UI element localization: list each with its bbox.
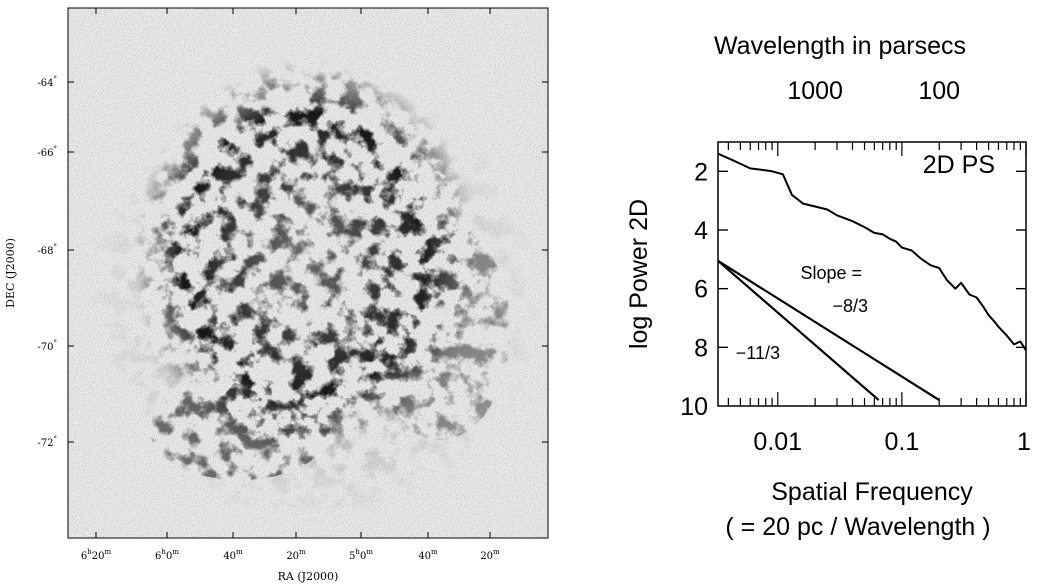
hi-image-panel: -64° -66° -68° -70° -72° 6h20m 6h0m 40m 20m 5h0m… <box>4 7 549 583</box>
ra-tick-label: 40m <box>223 548 243 562</box>
ra-tick-label: 5h0m <box>349 548 373 562</box>
slope-reference-line <box>717 259 880 401</box>
y-tick-label: 4 <box>694 217 708 245</box>
x-axis-label: Spatial Frequency <box>771 478 973 506</box>
ra-axis-label: RA (J2000) <box>278 570 339 583</box>
x-axis-sublabel: ( = 20 pc / Wavelength ) <box>725 513 990 541</box>
ra-tick-label: 6h20m <box>81 548 112 562</box>
dec-tick-label: -68° <box>37 243 57 257</box>
x-tick-label: 0.01 <box>753 428 802 456</box>
dec-tick-label: -72° <box>37 435 57 449</box>
power-spectrum-panel: Wavelength in parsecs 1000 100 2 4 6 8 10 0.0… <box>625 32 1031 541</box>
y-tick-label: 2 <box>694 158 708 186</box>
dec-axis: -64° -66° -68° -70° -72° <box>37 75 548 449</box>
dec-tick-label: -64° <box>37 75 57 89</box>
ra-axis: 6h20m 6h0m 40m 20m 5h0m 40m 20m <box>81 8 500 562</box>
y-tick-label: 8 <box>694 334 708 362</box>
y-tick-label: 6 <box>694 276 708 304</box>
slope-11-3-label: −11/3 <box>736 343 780 363</box>
image-frame <box>67 7 549 539</box>
y-axis-tick-labels: 2 4 6 8 10 <box>680 158 708 421</box>
ra-tick-label: 20m <box>286 548 306 562</box>
ra-tick-label: 6h0m <box>155 548 179 562</box>
hi-intensity-map <box>68 8 548 538</box>
chart-title: 2D PS <box>923 151 995 179</box>
slope-8-3-label: −8/3 <box>832 296 868 316</box>
top-tick-label: 1000 <box>787 77 843 105</box>
slope-reference-line <box>717 259 940 402</box>
x-tick-label: 0.1 <box>884 428 919 456</box>
dec-tick-label: -70° <box>37 339 57 353</box>
dec-tick-label: -66° <box>37 145 57 159</box>
ra-tick-label: 20m <box>480 548 500 562</box>
plot-frame <box>717 141 1027 407</box>
top-axis-label: Wavelength in parsecs <box>714 32 966 60</box>
x-tick-label: 1 <box>1017 428 1031 456</box>
top-tick-label: 100 <box>918 77 960 105</box>
dec-axis-label: DEC (J2000) <box>4 238 17 308</box>
x-axis-tick-labels: 0.01 0.1 1 <box>753 428 1031 456</box>
ra-tick-label: 40m <box>418 548 438 562</box>
data-series <box>717 152 1027 402</box>
slope-annotation: Slope = <box>800 263 862 283</box>
axis-ticks <box>718 142 1027 406</box>
y-tick-label: 10 <box>680 393 708 421</box>
power-spectrum-line <box>717 152 1027 351</box>
top-axis-tick-labels: 1000 100 <box>787 77 960 105</box>
y-axis-label: log Power 2D <box>625 199 653 349</box>
